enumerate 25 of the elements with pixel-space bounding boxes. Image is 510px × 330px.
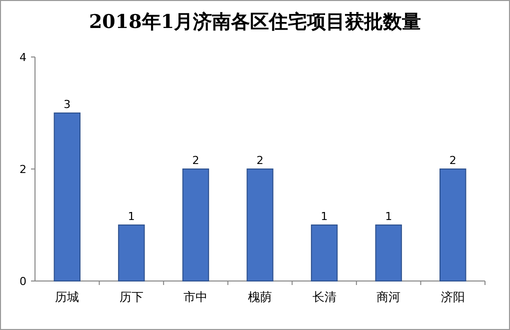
bar (310, 224, 338, 282)
data-label: 1 (320, 210, 328, 223)
bar (375, 224, 402, 282)
data-label: 2 (192, 154, 200, 167)
bar (118, 224, 145, 282)
y-tick-label: 0 (20, 275, 26, 288)
y-tick-label: 2 (20, 163, 26, 176)
x-tick-label: 槐荫 (248, 290, 272, 304)
bar (246, 168, 274, 282)
bar (182, 168, 210, 282)
y-tick-label: 4 (20, 51, 26, 64)
data-label: 3 (64, 98, 71, 111)
chart-title: 2018年1月济南各区住宅项目获批数量 (88, 11, 422, 33)
bar (54, 112, 80, 282)
data-label: 1 (385, 210, 392, 223)
x-tick-label: 历城 (55, 290, 80, 304)
data-label: 1 (128, 210, 135, 223)
x-tick-label: 市中 (184, 290, 208, 304)
x-tick-label: 济阳 (440, 290, 465, 304)
x-tick-label: 历下 (119, 290, 144, 304)
data-label: 2 (449, 154, 456, 167)
data-label: 2 (256, 154, 264, 167)
x-tick-label: 商河 (376, 290, 401, 304)
bar (440, 168, 466, 282)
x-tick-label: 长清 (312, 290, 336, 304)
